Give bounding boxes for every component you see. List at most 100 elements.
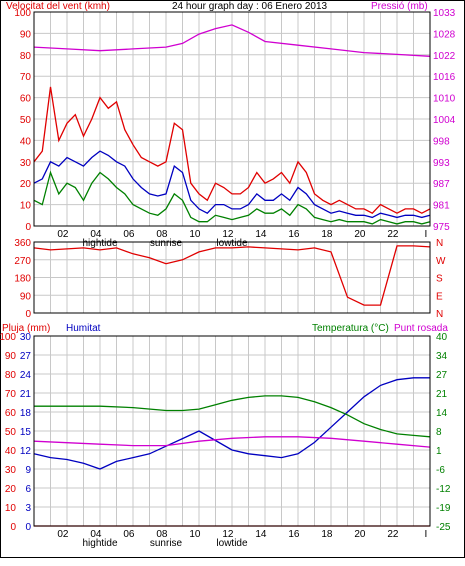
- wind-axis-tick: 90: [20, 29, 32, 40]
- x-tick-label: 16: [288, 529, 300, 540]
- rain-axis-tick: 10: [5, 503, 17, 514]
- tide-label: sunrise: [150, 238, 183, 249]
- humidity-axis-tick: 0: [25, 522, 31, 533]
- rain-axis-tick: 40: [5, 446, 17, 457]
- temperature-axis-tick: 14: [436, 408, 448, 419]
- x-tick-label: 02: [57, 529, 69, 540]
- x-tick-label: 06: [123, 529, 135, 540]
- humidity-axis-tick: 9: [25, 465, 31, 476]
- temperature-axis-tick: 21: [436, 389, 448, 400]
- temperature-axis-tick: -19: [436, 503, 451, 514]
- temperature-axis-tick: -12: [436, 484, 451, 495]
- humidity-axis-tick: 18: [20, 408, 32, 419]
- x-tick-label: 04: [90, 529, 102, 540]
- pressure-axis-tick: 1004: [433, 115, 456, 126]
- panel-frame-1: [33, 241, 431, 314]
- tide-label: lowtide: [216, 238, 248, 249]
- pressure-axis-tick: 981: [433, 201, 450, 212]
- temperature-title: Temperatura (°C): [312, 323, 389, 334]
- pressure-axis-tick: 993: [433, 158, 450, 169]
- wind-speed-title: Velocitat del vent (kmh): [6, 1, 110, 12]
- temperature-axis-tick: 1: [436, 446, 442, 457]
- direction-axis-tick: 180: [14, 274, 31, 285]
- series-line-direction-0: [33, 245, 431, 306]
- dew-point-title: Punt rosada: [394, 323, 448, 334]
- humidity-axis-tick: 24: [20, 370, 32, 381]
- x-tick-label: I: [424, 229, 427, 240]
- x-tick-label: 22: [387, 229, 399, 240]
- compass-axis-tick: E: [436, 291, 443, 302]
- series-line-wind-1: [33, 150, 431, 219]
- x-tick-label: 06: [123, 229, 135, 240]
- x-tick-label: 12: [222, 529, 234, 540]
- temperature-axis-tick: 27: [436, 370, 448, 381]
- x-tick-label: 04: [90, 229, 102, 240]
- humidity-axis-tick: 3: [25, 503, 31, 514]
- tide-label: sunrise: [150, 538, 183, 549]
- x-tick-label: 08: [156, 529, 168, 540]
- pressure-axis-tick: 1016: [433, 72, 456, 83]
- rain-axis-tick: 30: [5, 465, 17, 476]
- x-tick-label: 14: [255, 229, 267, 240]
- temperature-axis-tick: -25: [436, 522, 451, 533]
- wind-axis-tick: 70: [20, 72, 32, 83]
- direction-axis-tick: 0: [25, 309, 31, 320]
- rain-axis-tick: 80: [5, 370, 17, 381]
- rain-axis-tick: 20: [5, 484, 17, 495]
- x-tick-label: 18: [321, 529, 333, 540]
- panel-frame-0: [33, 11, 431, 227]
- x-tick-label: I: [424, 529, 427, 540]
- tide-label: hightide: [82, 538, 117, 549]
- compass-axis-tick: S: [436, 274, 443, 285]
- direction-axis-tick: 90: [20, 291, 32, 302]
- pressure-title: Pressió (mb): [371, 1, 428, 12]
- series-line-wind-0: [33, 86, 431, 215]
- rain-title: Pluja (mm): [2, 323, 50, 334]
- wind-axis-tick: 20: [20, 179, 32, 190]
- pressure-axis-tick: 1022: [433, 51, 456, 62]
- x-tick-label: 10: [189, 529, 201, 540]
- series-line-temp-1: [34, 395, 431, 438]
- rain-axis-tick: 70: [5, 389, 17, 400]
- series-line-temp-2: [33, 436, 431, 448]
- direction-axis-tick: 270: [14, 256, 31, 267]
- x-tick-label: 20: [354, 229, 366, 240]
- wind-axis-tick: 60: [20, 94, 32, 105]
- pressure-axis-tick: 1010: [433, 94, 456, 105]
- x-tick-label: 16: [288, 229, 300, 240]
- series-line-wind-2: [33, 170, 431, 225]
- temperature-axis-tick: 40: [436, 332, 448, 343]
- tide-label: hightide: [82, 238, 117, 249]
- rain-axis-tick: 60: [5, 408, 17, 419]
- pressure-axis-tick: 987: [433, 179, 450, 190]
- compass-axis-tick: W: [436, 256, 446, 267]
- wind-axis-tick: 10: [20, 201, 32, 212]
- x-tick-label: 10: [189, 229, 201, 240]
- humidity-title: Humitat: [66, 323, 101, 334]
- humidity-axis-tick: 27: [20, 351, 32, 362]
- temperature-axis-tick: -6: [436, 465, 445, 476]
- temperature-axis-tick: 8: [436, 427, 442, 438]
- humidity-axis-tick: 15: [20, 427, 32, 438]
- pressure-axis-tick: 998: [433, 136, 450, 147]
- wind-axis-tick: 0: [25, 222, 31, 233]
- rain-axis-tick: 90: [5, 351, 17, 362]
- series-line-temp-0: [33, 377, 430, 470]
- wind-axis-tick: 30: [20, 158, 32, 169]
- wind-axis-tick: 40: [20, 136, 32, 147]
- compass-axis-tick: N: [436, 309, 443, 320]
- x-tick-label: 22: [387, 529, 399, 540]
- x-tick-label: 12: [222, 229, 234, 240]
- pressure-axis-tick: 1028: [433, 29, 456, 40]
- wind-axis-tick: 50: [20, 115, 32, 126]
- humidity-axis-tick: 6: [25, 484, 31, 495]
- graph-date-title: 24 hour graph day : 06 Enero 2013: [172, 1, 328, 12]
- compass-axis-tick: N: [436, 238, 443, 249]
- humidity-axis-tick: 30: [20, 332, 32, 343]
- humidity-axis-tick: 21: [20, 389, 32, 400]
- x-tick-label: 14: [255, 529, 267, 540]
- x-tick-label: 18: [321, 229, 333, 240]
- pressure-axis-tick: 1033: [433, 8, 456, 19]
